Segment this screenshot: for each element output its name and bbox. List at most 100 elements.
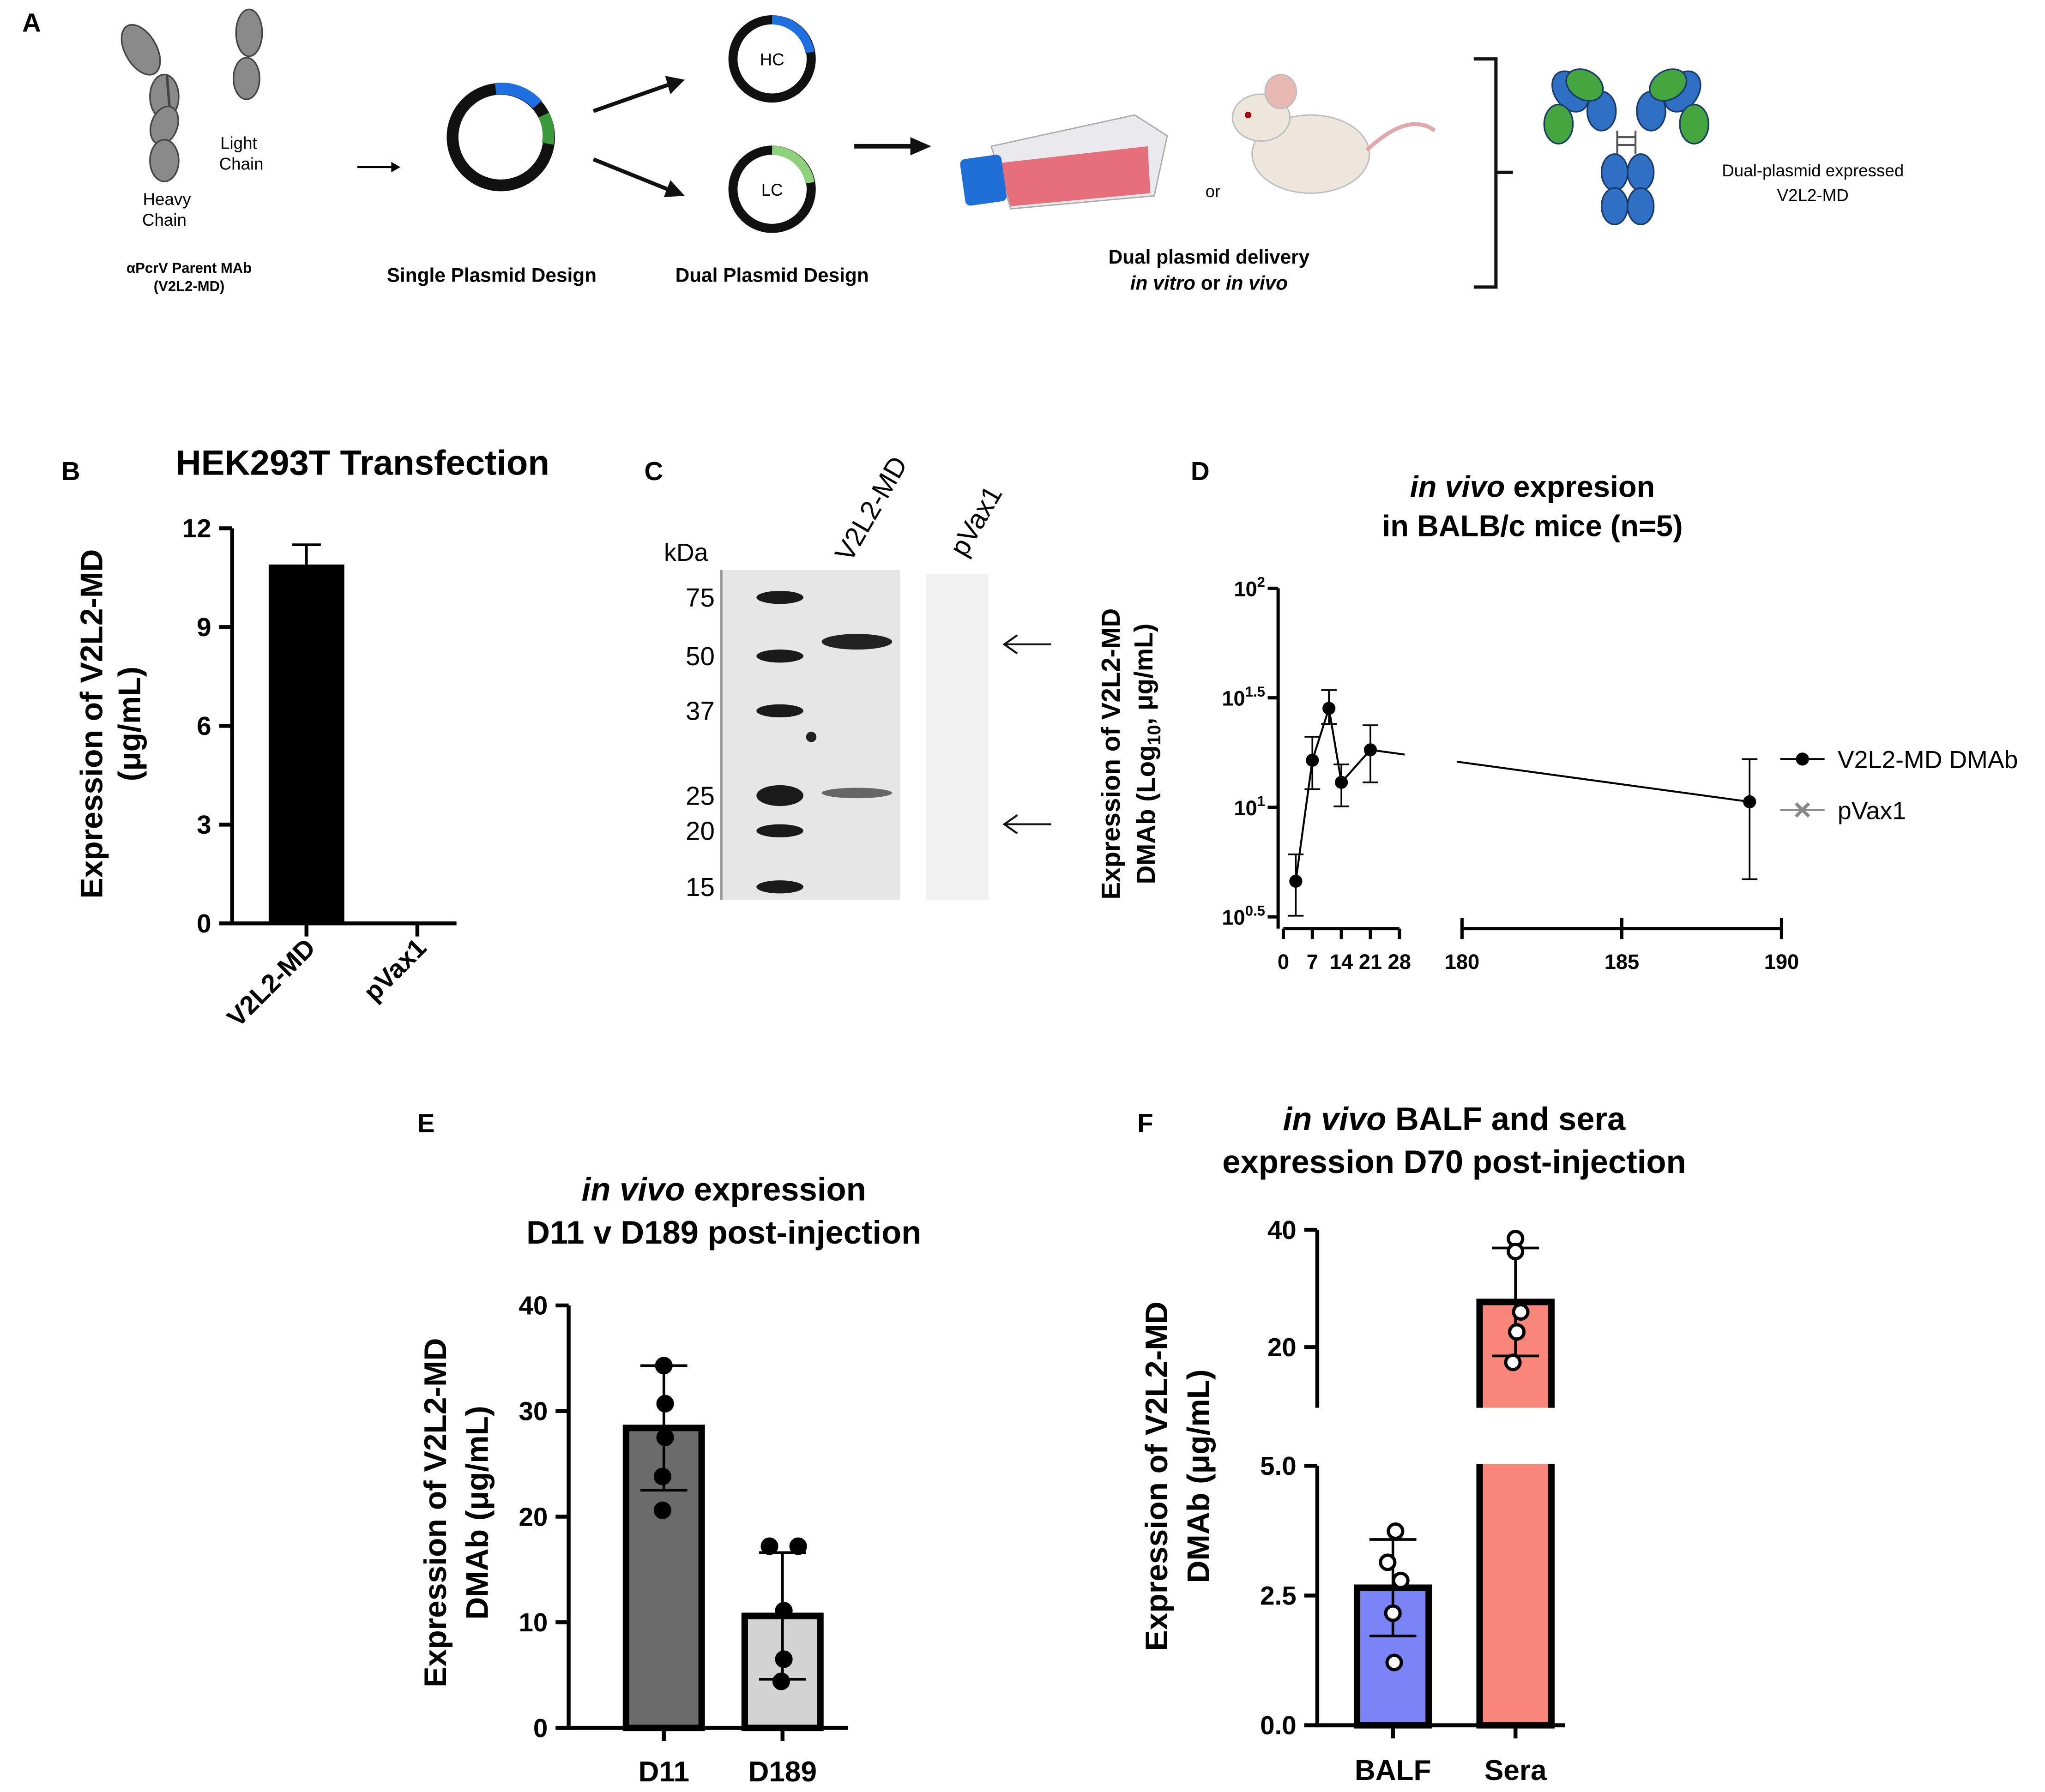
data-point bbox=[1379, 1553, 1397, 1571]
gel-lane-area bbox=[926, 574, 989, 900]
data-point bbox=[1387, 1522, 1405, 1540]
panel-label: D bbox=[1191, 457, 1210, 486]
x-tick-label: 28 bbox=[1388, 950, 1411, 974]
y-axis-label: Expression of V2L2-MD bbox=[1096, 608, 1125, 900]
tick-exponent: 0.5 bbox=[1245, 902, 1265, 919]
data-point bbox=[1743, 795, 1756, 809]
data-point bbox=[656, 1395, 674, 1413]
data-point bbox=[1384, 1604, 1402, 1622]
y-axis-label-part: , μg/mL) bbox=[1129, 624, 1158, 725]
chart-title-part: BALF and sera bbox=[1386, 1100, 1626, 1137]
tick-exponent: 1.5 bbox=[1245, 684, 1265, 700]
parent-mab-label: (V2L2-MD) bbox=[154, 278, 225, 294]
marker-label: 75 bbox=[686, 583, 715, 612]
y-tick-label: 100.5 bbox=[1222, 902, 1265, 929]
panel-label: A bbox=[22, 8, 41, 37]
chart-title-part: expression D70 post-injection bbox=[1222, 1143, 1686, 1180]
chart-title: in vivo BALF and sera bbox=[1283, 1100, 1626, 1137]
y-tick-label: 5.0 bbox=[1260, 1451, 1297, 1480]
tick-exponent: 1 bbox=[1257, 793, 1265, 809]
panel-a-diagram: Light Chain Heavy Chain αPcrV Parent MAb… bbox=[121, 8, 1904, 294]
x-tick-label: BALF bbox=[1355, 1755, 1431, 1786]
light-chain-label: Light bbox=[220, 133, 257, 152]
data-point bbox=[1334, 776, 1348, 789]
delivery-label-part: in vivo bbox=[1226, 272, 1288, 294]
y-axis-label: DMAb (Log10, μg/mL) bbox=[1129, 624, 1164, 884]
marker-label: 50 bbox=[686, 642, 715, 671]
y-tick-label: 101 bbox=[1234, 793, 1265, 820]
ladder-band bbox=[756, 880, 803, 894]
axis-break bbox=[1321, 1407, 1569, 1464]
y-tick-label: 12 bbox=[182, 514, 211, 543]
chart-title: in vivo expression bbox=[582, 1171, 866, 1208]
x-tick-label: Sera bbox=[1484, 1755, 1547, 1786]
x-tick-label: D189 bbox=[748, 1756, 817, 1788]
expressed-label: V2L2-MD bbox=[1777, 186, 1849, 204]
or-label: or bbox=[1206, 182, 1221, 201]
data-point bbox=[1504, 1353, 1522, 1371]
bar bbox=[268, 564, 344, 924]
gel-arrow-head bbox=[1002, 634, 1018, 655]
data-point bbox=[655, 1357, 673, 1375]
chart-title-part: D11 v D189 post-injection bbox=[526, 1214, 921, 1251]
tick-exponent: 2 bbox=[1257, 574, 1265, 590]
chart-title-part: HEK293T Transfection bbox=[176, 444, 549, 483]
chart-title-part: in BALB/c mice (n=5) bbox=[1382, 509, 1683, 542]
marker-label: 25 bbox=[686, 781, 715, 810]
y-tick-label: 40 bbox=[1267, 1215, 1297, 1245]
lane-label: pVax1 bbox=[943, 481, 1008, 561]
chart-title-part: expresion bbox=[1505, 470, 1655, 504]
panel-label: E bbox=[417, 1108, 435, 1137]
data-point bbox=[789, 1537, 807, 1555]
panel-label: B bbox=[61, 457, 80, 486]
data-point bbox=[656, 1428, 674, 1446]
y-tick-label: 101.5 bbox=[1222, 684, 1265, 710]
heavy-chain-label: Heavy bbox=[143, 190, 192, 209]
data-point bbox=[1289, 874, 1303, 888]
data-point bbox=[1306, 753, 1319, 767]
series-line bbox=[1295, 708, 1750, 882]
legend-marker bbox=[1795, 802, 1810, 818]
delivery-label-part: Dual plasmid delivery bbox=[1109, 246, 1310, 268]
single-plasmid-label: Single Plasmid Design bbox=[387, 265, 597, 286]
y-tick-label: 3 bbox=[197, 810, 211, 839]
delivery-label: Dual plasmid delivery bbox=[1109, 246, 1310, 268]
axis-break bbox=[1405, 588, 1457, 924]
light-chain-label: Chain bbox=[219, 155, 264, 174]
marker-label: 15 bbox=[686, 872, 715, 902]
legend-label: V2L2-MD DMAb bbox=[1838, 746, 2018, 774]
ladder-band bbox=[756, 785, 803, 806]
data-point bbox=[775, 1650, 793, 1668]
y-axis-label: DMAb (μg/mL) bbox=[1181, 1369, 1216, 1583]
ladder-band bbox=[756, 591, 803, 604]
data-point bbox=[1507, 1243, 1525, 1261]
x-tick-label: 14 bbox=[1330, 950, 1353, 974]
delivery-label: in vitro or in vivo bbox=[1130, 272, 1288, 294]
delivery-label-part: or bbox=[1195, 272, 1226, 294]
y-axis-label: DMAb (μg/mL) bbox=[460, 1406, 495, 1619]
y-tick-label: 40 bbox=[519, 1291, 548, 1320]
y-axis-label: (μg/mL) bbox=[113, 667, 147, 782]
x-tick-label: 21 bbox=[1359, 950, 1382, 974]
ladder-band bbox=[756, 649, 803, 663]
delivery-label-part: in vitro bbox=[1130, 272, 1195, 294]
data-point bbox=[775, 1602, 793, 1620]
dual-plasmid-label: Dual Plasmid Design bbox=[676, 265, 869, 286]
chart-title: HEK293T Transfection bbox=[176, 444, 549, 483]
data-point bbox=[653, 1501, 671, 1519]
y-axis-label: Expression of V2L2-MD bbox=[1140, 1301, 1174, 1651]
data-point bbox=[1508, 1323, 1526, 1341]
y-tick-label: 20 bbox=[1267, 1333, 1297, 1362]
expressed-label: Dual-plasmid expressed bbox=[1722, 161, 1904, 180]
y-tick-label: 6 bbox=[197, 711, 211, 740]
heavy-chain-label: Chain bbox=[142, 210, 187, 229]
chart-title: in BALB/c mice (n=5) bbox=[1382, 509, 1683, 542]
legend-label: pVax1 bbox=[1838, 797, 1906, 824]
x-tick-label: 190 bbox=[1764, 950, 1799, 974]
data-point bbox=[760, 1537, 778, 1555]
gel-spot bbox=[806, 732, 817, 742]
gel-arrow-head bbox=[1002, 814, 1018, 835]
y-tick-label: 0.0 bbox=[1260, 1711, 1297, 1740]
parent-mab-label: αPcrV Parent MAb bbox=[127, 260, 252, 276]
